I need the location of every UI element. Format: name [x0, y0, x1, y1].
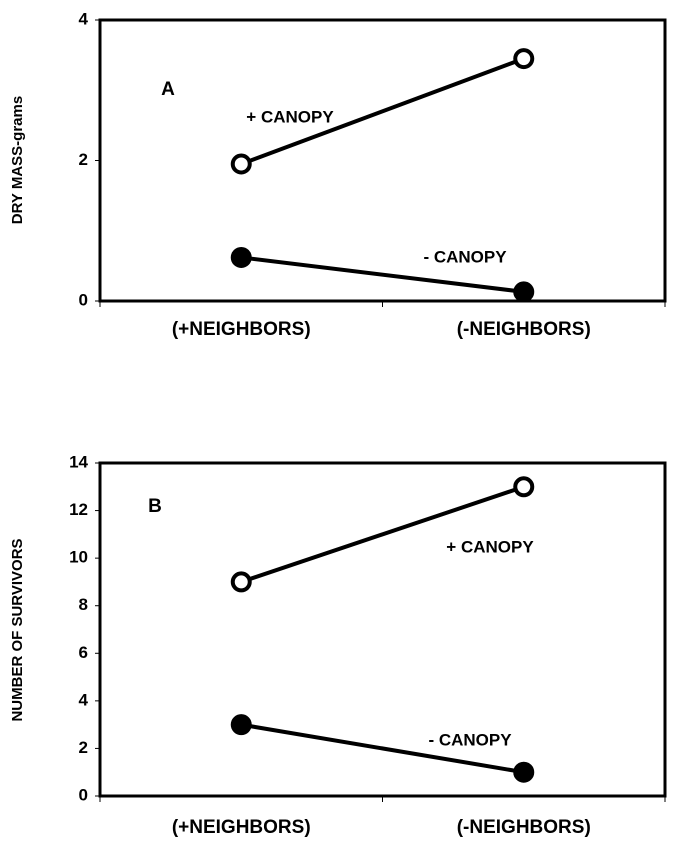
point — [513, 48, 535, 70]
y-tick-label: 10 — [69, 548, 88, 567]
series-label: + CANOPY — [446, 537, 534, 556]
y-tick-label: 12 — [69, 500, 88, 519]
y-axis-label: DRY MASS-grams — [9, 96, 26, 224]
panel-label: B — [148, 496, 162, 517]
plot-frame — [98, 18, 667, 303]
x-tick-label: (-NEIGHBORS) — [457, 319, 591, 340]
point — [230, 714, 252, 736]
point — [513, 476, 535, 498]
y-tick-label: 0 — [79, 785, 88, 804]
series-line — [240, 56, 525, 166]
y-tick-label: 0 — [79, 290, 88, 309]
point — [513, 761, 535, 783]
point — [513, 281, 535, 303]
series-line — [241, 255, 524, 294]
y-tick-label: 14 — [69, 452, 88, 471]
series-label: - CANOPY — [428, 730, 512, 749]
series-label: + CANOPY — [246, 107, 334, 126]
point — [230, 571, 252, 593]
y-tick-label: 2 — [79, 738, 88, 757]
point — [230, 153, 252, 175]
y-tick-label: 2 — [79, 150, 88, 169]
x-tick-label: (+NEIGHBORS) — [172, 319, 311, 340]
panel-label: A — [161, 79, 175, 100]
y-tick-label: 4 — [79, 690, 89, 709]
series-line — [240, 722, 525, 775]
y-tick-label: 4 — [79, 9, 89, 28]
plot-frame — [98, 461, 667, 798]
y-tick-label: 6 — [79, 643, 88, 662]
x-tick-label: (-NEIGHBORS) — [457, 817, 591, 838]
y-axis-label: NUMBER OF SURVIVORS — [9, 538, 26, 721]
y-tick-label: 8 — [79, 595, 88, 614]
x-tick-label: (+NEIGHBORS) — [172, 817, 311, 838]
series-line — [240, 484, 525, 584]
series-label: - CANOPY — [423, 247, 507, 266]
point — [230, 246, 252, 268]
